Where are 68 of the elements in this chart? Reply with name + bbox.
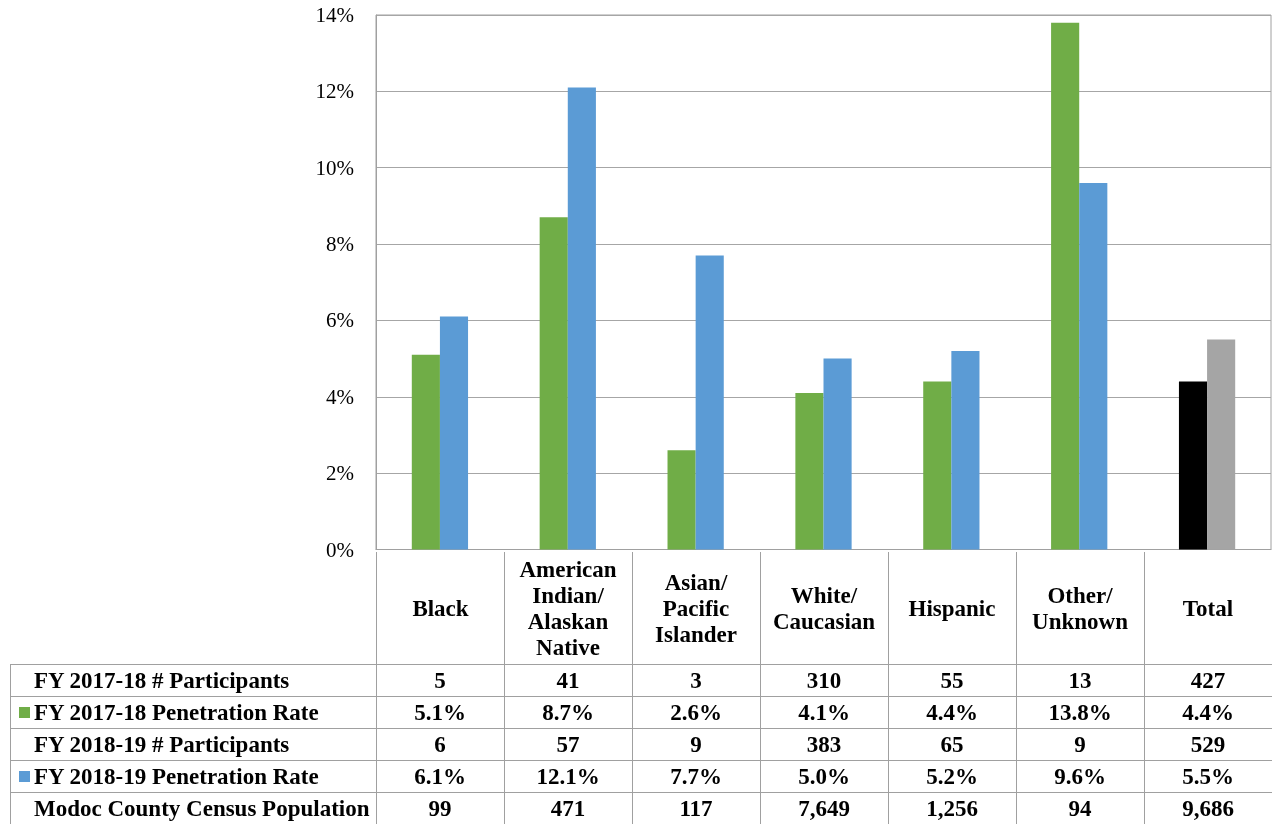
bar bbox=[951, 350, 980, 550]
bar bbox=[695, 255, 724, 550]
data-label: 57 bbox=[556, 731, 580, 758]
data-label: 13 bbox=[1068, 667, 1092, 694]
data-label: 6 bbox=[434, 731, 446, 758]
bar bbox=[795, 392, 824, 550]
category-label: American Indian/ Alaskan Native bbox=[518, 556, 618, 661]
data-label: 4.4% bbox=[1182, 699, 1234, 726]
y-tick-label: 14% bbox=[315, 3, 354, 27]
category-label: Hispanic bbox=[908, 595, 996, 622]
data-label: 4.4% bbox=[926, 699, 978, 726]
data-label: 41 bbox=[556, 667, 580, 694]
y-tick-label: 12% bbox=[315, 79, 354, 104]
data-label: 6.1% bbox=[414, 763, 466, 790]
data-label: 5.2% bbox=[926, 763, 978, 790]
data-label: 4.1% bbox=[798, 699, 850, 726]
data-label: 471 bbox=[550, 795, 586, 822]
bar bbox=[411, 354, 440, 550]
data-label: 2.6% bbox=[670, 699, 722, 726]
bar bbox=[667, 450, 696, 550]
category-label: Other/ Unknown bbox=[1031, 582, 1129, 635]
data-label: 5 bbox=[434, 667, 446, 694]
bar bbox=[539, 217, 568, 550]
data-label: 117 bbox=[679, 795, 713, 822]
data-label: 529 bbox=[1190, 731, 1226, 758]
data-label: 12.1% bbox=[536, 763, 600, 790]
text: FY 2018-19 # Participants bbox=[34, 731, 290, 758]
category-label: Asian/ Pacific Islander bbox=[654, 569, 738, 648]
category-label: Black bbox=[412, 595, 469, 622]
data-label: 7,649 bbox=[798, 795, 850, 822]
data-label: 94 bbox=[1068, 795, 1092, 822]
category-label: White/ Caucasian bbox=[771, 582, 877, 635]
data-label: 1,256 bbox=[926, 795, 978, 822]
data-label: 5.1% bbox=[414, 699, 466, 726]
bar bbox=[1178, 381, 1208, 550]
data-label: 5.5% bbox=[1182, 763, 1234, 790]
y-tick-label: 0% bbox=[326, 537, 354, 562]
bar bbox=[439, 316, 469, 550]
bar bbox=[923, 381, 952, 550]
category-label: Total bbox=[1182, 595, 1234, 622]
bar bbox=[1051, 22, 1080, 550]
data-label: 55 bbox=[940, 667, 964, 694]
data-label: 427 bbox=[1190, 667, 1226, 694]
data-label: 9 bbox=[690, 731, 702, 758]
bar bbox=[567, 87, 596, 550]
data-label: 383 bbox=[806, 731, 842, 758]
bar bbox=[1079, 182, 1108, 550]
y-tick-label: 2% bbox=[326, 461, 354, 486]
legend-label: FY 2017-18 Penetration Rate bbox=[34, 699, 319, 726]
text: FY 2017-18 # Participants bbox=[34, 667, 290, 694]
data-label: 13.8% bbox=[1048, 699, 1112, 726]
legend-label: FY 2018-19 Penetration Rate bbox=[34, 763, 319, 790]
data-label: 8.7% bbox=[542, 699, 594, 726]
text: Modoc County Census Population bbox=[34, 795, 370, 822]
bar bbox=[823, 358, 852, 550]
data-label: 310 bbox=[806, 667, 842, 694]
data-label: 9.6% bbox=[1054, 763, 1106, 790]
data-label: 7.7% bbox=[670, 763, 722, 790]
y-tick-label: 4% bbox=[326, 384, 354, 409]
data-label: 5.0% bbox=[798, 763, 850, 790]
data-label: 99 bbox=[428, 795, 452, 822]
data-label: 9,686 bbox=[1182, 795, 1234, 822]
y-tick-label: 10% bbox=[315, 155, 354, 180]
data-label: 65 bbox=[940, 731, 964, 758]
data-label: 9 bbox=[1074, 731, 1086, 758]
y-tick-label: 8% bbox=[326, 232, 354, 257]
data-label: 3 bbox=[690, 667, 702, 694]
y-tick-label: 6% bbox=[326, 308, 354, 333]
